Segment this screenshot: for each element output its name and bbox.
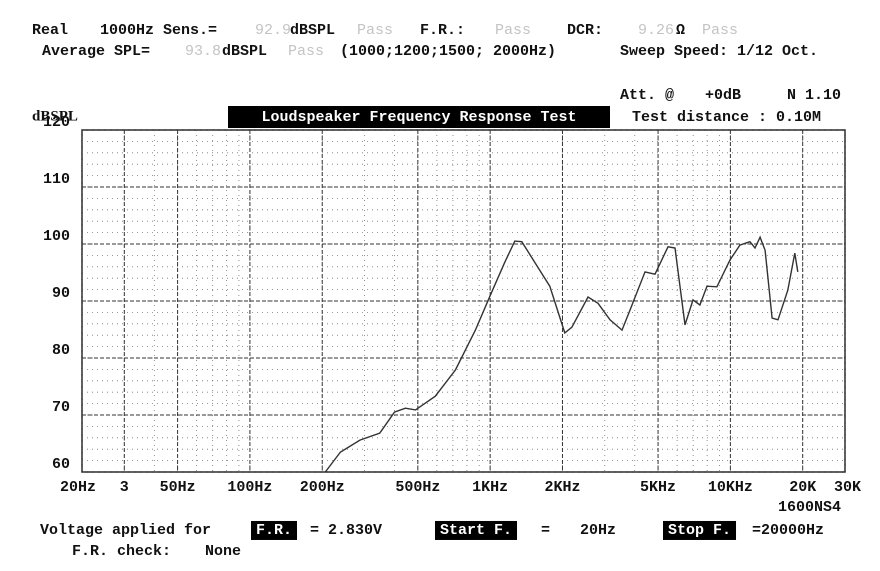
annotation: 1000Hz Sens.= <box>100 22 217 39</box>
y-tick-label: 90 <box>52 285 70 302</box>
annotation: (1000;1200;1500; 2000Hz) <box>340 43 556 60</box>
annotation: Sweep Speed: 1/12 Oct. <box>620 43 818 60</box>
annotation: Stop F. <box>668 522 731 539</box>
annotation: =20000Hz <box>752 522 824 539</box>
annotation: 93.8 <box>185 43 221 60</box>
annotation: Real <box>32 22 68 39</box>
annotation: dBSPL <box>222 43 267 60</box>
annotation: N 1.10 <box>787 87 841 104</box>
y-tick-label: 120 <box>43 114 70 131</box>
annotation: 1600NS4 <box>778 499 841 516</box>
x-tick-label: 10KHz <box>708 479 753 496</box>
label-box <box>435 520 518 540</box>
x-tick-label: 20K <box>789 479 816 496</box>
y-tick-label: 110 <box>43 171 70 188</box>
label-box <box>663 520 737 540</box>
annotation: F.R. <box>256 522 292 539</box>
label-box <box>251 520 298 540</box>
y-tick-label: 100 <box>43 228 70 245</box>
chart-title: Loudspeaker Frequency Response Test <box>261 109 576 126</box>
annotation: Average SPL= <box>42 43 150 60</box>
annotation: dBSPL <box>290 22 335 39</box>
annotation: Ω <box>676 22 685 39</box>
x-tick-label: 2KHz <box>544 479 580 496</box>
x-tick-label: 20Hz <box>60 479 96 496</box>
y-tick-label: 70 <box>52 399 70 416</box>
x-tick-label: 3 <box>120 479 129 496</box>
title-box <box>228 106 610 128</box>
annotation: Voltage applied for <box>40 522 211 539</box>
annotation: DCR: <box>567 22 603 39</box>
y-tick-label: 80 <box>52 342 70 359</box>
x-tick-label: 1KHz <box>472 479 508 496</box>
x-tick-label: 200Hz <box>300 479 345 496</box>
annotation: F.R.: <box>420 22 465 39</box>
annotation: Start F. <box>440 522 512 539</box>
x-tick-label: 500Hz <box>395 479 440 496</box>
x-tick-label: 5KHz <box>640 479 676 496</box>
annotation: 20Hz <box>580 522 616 539</box>
annotation: F.R. check: <box>72 543 171 560</box>
annotation: = <box>541 522 550 539</box>
annotation: Pass <box>357 22 393 39</box>
annotation: Test distance : 0.10M <box>632 109 821 126</box>
annotation: Att. @ <box>620 87 674 104</box>
y-axis-label: dBSPL <box>32 108 78 124</box>
annotation: Pass <box>702 22 738 39</box>
x-tick-label: 50Hz <box>160 479 196 496</box>
annotation: None <box>205 543 241 560</box>
annotation: Pass <box>495 22 531 39</box>
response-curve <box>324 235 799 473</box>
annotation: 92.9 <box>255 22 291 39</box>
annotation: = 2.830V <box>310 522 382 539</box>
x-tick-label: 100Hz <box>227 479 272 496</box>
annotation: 9.26 <box>638 22 674 39</box>
x-tick-label: 30K <box>834 479 861 496</box>
y-tick-label: 60 <box>52 456 70 473</box>
annotation: +0dB <box>705 87 741 104</box>
annotation: Pass <box>288 43 324 60</box>
